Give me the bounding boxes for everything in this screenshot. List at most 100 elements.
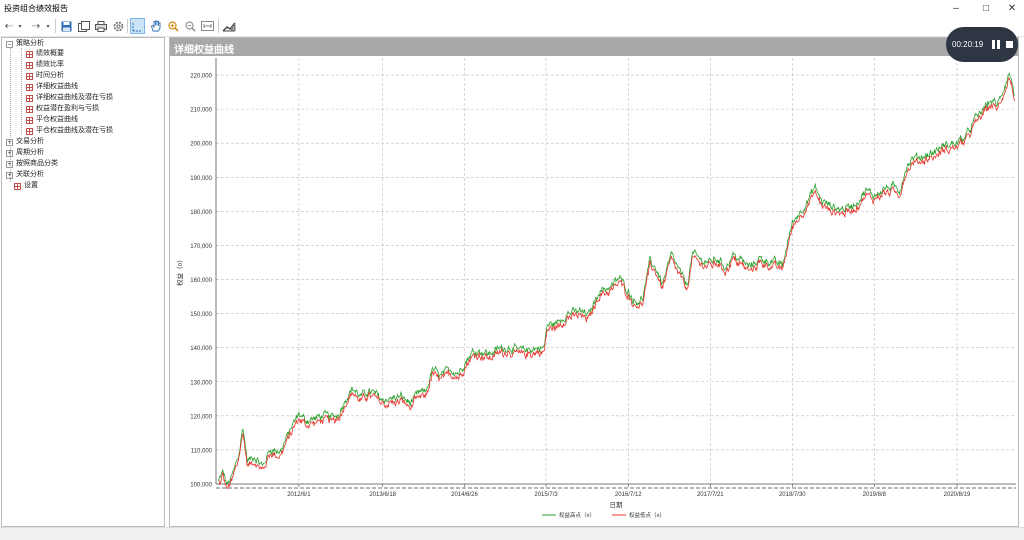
y-tick-label: 170,000 [190, 244, 212, 250]
title-bar: 投资组合绩效报告 – □ ✕ [0, 0, 1024, 16]
expand-icon[interactable]: + [6, 138, 13, 146]
legend-label: 权益高点（¤） [559, 511, 595, 519]
navigation-tree: − 策略分析 绩效概要 绩效比率 时间分析 详细权益曲线 详细权益曲线及潜在亏损… [1, 37, 165, 527]
close-button[interactable]: ✕ [1007, 2, 1017, 14]
y-tick-label: 120,000 [190, 414, 212, 420]
tree-item-closed-equity-curve[interactable]: 平仓权益曲线 [26, 115, 78, 125]
tree-node-correlation[interactable]: + 关联分析 [6, 170, 44, 180]
zoom-out-icon[interactable] [183, 18, 197, 34]
maximize-button[interactable]: □ [982, 2, 990, 14]
select-tool-icon[interactable] [130, 18, 145, 34]
y-tick-label: 220,000 [190, 74, 212, 80]
back-dropdown-icon[interactable]: ▾ [18, 23, 22, 30]
status-bar [0, 527, 1024, 540]
tree-node-by-symbol[interactable]: + 按照商品分类 [6, 159, 58, 169]
tree-item-performance-ratios[interactable]: 绩效比率 [26, 60, 64, 70]
zoom-in-icon[interactable] [166, 18, 180, 34]
tree-node-trade-analysis[interactable]: + 交易分析 [6, 137, 44, 147]
stop-icon[interactable] [1006, 41, 1013, 48]
tree-item-label: 权益潜在盈利与亏损 [36, 105, 99, 112]
expand-icon[interactable]: + [6, 149, 13, 157]
chart-style-icon[interactable] [221, 18, 237, 34]
panel-header: 详细权益曲线 [170, 38, 1018, 56]
chart-icon [26, 94, 33, 102]
x-tick-label: 2015/7/3 [534, 492, 558, 498]
tree-guide-line [10, 48, 11, 182]
tree-item-label: 详细权益曲线及潜在亏损 [36, 94, 113, 101]
save-icon[interactable] [59, 18, 73, 34]
legend-label: 权益低点（¤） [629, 511, 665, 519]
tree-item-settings[interactable]: 设置 [14, 181, 38, 191]
tree-node-strategy-analysis[interactable]: − 策略分析 [6, 39, 44, 49]
x-tick-label: 2019/8/8 [863, 492, 887, 498]
tree-item-time-analysis[interactable]: 时间分析 [26, 71, 64, 81]
y-tick-label: 100,000 [190, 483, 212, 489]
tree-item-equity-potential[interactable]: 权益潜在盈利与亏损 [26, 104, 99, 114]
x-axis-title: 日期 [610, 501, 624, 509]
tree-item-detailed-equity-curve[interactable]: 详细权益曲线 [26, 82, 78, 92]
tree-item-label: 平仓权益曲线及潜在亏损 [36, 127, 113, 134]
settings-icon[interactable] [111, 18, 125, 34]
x-tick-label: 2012/6/1 [287, 492, 311, 498]
x-tick-label: 2017/7/21 [697, 492, 724, 498]
y-tick-label: 130,000 [190, 380, 212, 386]
copy-icon[interactable] [77, 18, 91, 34]
minimize-button[interactable]: – [953, 2, 959, 14]
collapse-icon[interactable]: − [6, 40, 13, 48]
series-line-equity-low [218, 76, 1016, 489]
tree-item-performance-summary[interactable]: 绩效概要 [26, 49, 64, 59]
x-tick-label: 2013/6/18 [369, 492, 396, 498]
forward-icon[interactable]: ⇢ [31, 20, 41, 32]
chart-icon [26, 105, 33, 113]
toolbar-divider [218, 19, 219, 33]
y-tick-label: 190,000 [190, 176, 212, 182]
y-tick-label: 160,000 [190, 278, 212, 284]
back-icon[interactable]: ⇠ [4, 20, 14, 32]
x-tick-label: 2020/8/19 [944, 492, 971, 498]
window-title: 投资组合绩效报告 [4, 4, 68, 13]
y-tick-label: 140,000 [190, 346, 212, 352]
tree-item-label: 详细权益曲线 [36, 83, 78, 90]
screen-recorder-widget: 00:20:19 [946, 27, 1018, 62]
y-tick-label: 200,000 [190, 142, 212, 148]
tree-item-label: 平仓权益曲线 [36, 116, 78, 123]
tree-item-label: 设置 [24, 182, 38, 189]
x-tick-label: 2018/7/30 [779, 492, 806, 498]
tree-item-equity-curve-drawdown[interactable]: 详细权益曲线及潜在亏损 [26, 93, 113, 103]
tree-item-label: 时间分析 [36, 72, 64, 79]
series-line-equity-high [218, 72, 1015, 485]
settings-icon [14, 182, 21, 190]
tree-node-label: 关联分析 [16, 171, 44, 178]
panel-title: 详细权益曲线 [174, 45, 234, 56]
chart-panel: 详细权益曲线 100,000 110,000 120,000 130,000 140,0… [169, 37, 1019, 527]
equity-chart[interactable]: 100,000 110,000 120,000 130,000 140,000 150,0… [170, 56, 1018, 526]
pan-hand-icon[interactable] [148, 18, 162, 34]
report-icon [26, 61, 33, 69]
report-icon [26, 50, 33, 58]
tree-item-closed-equity-drawdown[interactable]: 平仓权益曲线及潜在亏损 [26, 126, 113, 136]
x-tick-label: 2016/7/12 [615, 492, 642, 498]
toolbar-divider [127, 19, 128, 33]
expand-icon[interactable]: + [6, 160, 13, 168]
forward-dropdown-icon[interactable]: ▾ [46, 23, 50, 30]
tree-node-label: 交易分析 [16, 138, 44, 145]
y-tick-label: 210,000 [190, 108, 212, 114]
tree-node-period-analysis[interactable]: + 周期分析 [6, 148, 44, 158]
tree-node-label: 策略分析 [16, 40, 44, 47]
x-tick-label: 2014/6/26 [451, 492, 478, 498]
recording-timer: 00:20:19 [952, 40, 984, 49]
expand-icon[interactable]: + [6, 171, 13, 179]
fit-range-icon[interactable] [199, 18, 215, 34]
y-tick-label: 150,000 [190, 312, 212, 318]
pause-icon[interactable] [992, 40, 1000, 49]
y-tick-label: 110,000 [191, 448, 213, 454]
tree-node-label: 周期分析 [16, 149, 44, 156]
print-icon[interactable] [94, 18, 108, 34]
y-tick-label: 180,000 [190, 210, 212, 216]
tree-item-label: 绩效概要 [36, 50, 64, 57]
tree-item-label: 绩效比率 [36, 61, 64, 68]
chart-icon [26, 116, 33, 124]
y-axis-title: 权益（¤） [175, 256, 184, 286]
report-icon [26, 72, 33, 80]
toolbar: ⇠ ▾ ⇢ ▾ [0, 16, 1024, 37]
